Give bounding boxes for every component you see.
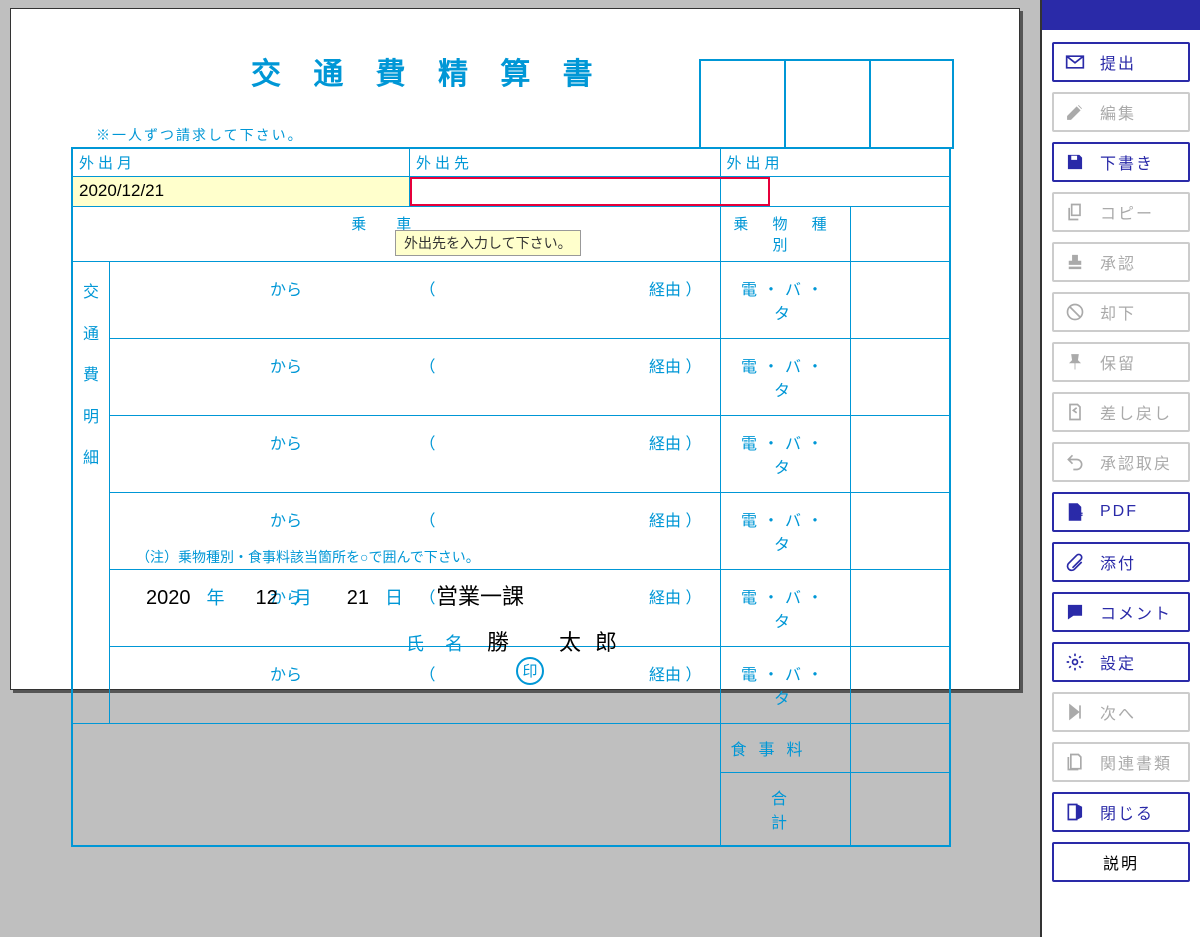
submit-button[interactable]: 提出 — [1052, 42, 1190, 82]
undo-icon — [1064, 451, 1086, 473]
row-veh[interactable]: 電・バ・タ — [720, 262, 850, 339]
cancel-approve-button: 承認取戻 — [1052, 442, 1190, 482]
close-button[interactable]: 閉じる — [1052, 792, 1190, 832]
sendback-button: 差し戻し — [1052, 392, 1190, 432]
next-button: 次へ — [1052, 692, 1190, 732]
stamp-icon — [1064, 251, 1086, 273]
side-header — [1042, 0, 1200, 30]
footer-date: 2020年 12月 21日 営業一課 — [146, 579, 666, 611]
gear-icon — [1064, 651, 1086, 673]
pin-icon — [1064, 351, 1086, 373]
hdr-month: 外出月 — [72, 148, 410, 177]
files-icon — [1064, 751, 1086, 773]
mail-icon — [1064, 51, 1086, 73]
doc-title: 交 通 費 精 算 書 — [251, 49, 605, 93]
destination-input[interactable] — [410, 177, 770, 206]
pencil-icon — [1064, 101, 1086, 123]
help-button[interactable]: 説明 — [1052, 842, 1190, 882]
save-icon — [1064, 151, 1086, 173]
comment-button[interactable]: コメント — [1052, 592, 1190, 632]
seal-mark: 印 — [516, 657, 544, 685]
date-field[interactable]: 2020/12/21 — [72, 177, 410, 207]
settings-button[interactable]: 設定 — [1052, 642, 1190, 682]
row-paren: （ — [410, 262, 446, 339]
dest-cell — [410, 177, 720, 207]
edit-button: 編集 — [1052, 92, 1190, 132]
row-via[interactable]: 経由 ） — [446, 262, 720, 339]
related-button: 関連書類 — [1052, 742, 1190, 782]
row-from[interactable]: から — [110, 262, 410, 339]
validation-tooltip: 外出先を入力して下さい。 — [395, 230, 581, 256]
vertical-label: 交通費明細 — [72, 262, 110, 724]
person-name: 勝 太郎 — [487, 630, 631, 655]
svg-text:PDF: PDF — [1071, 513, 1083, 519]
hold-button: 保留 — [1052, 342, 1190, 382]
hdr-vehicle: 乗 物 種 別 — [720, 207, 850, 262]
meal-label: 食事料 — [720, 724, 850, 773]
hdr-purpose: 外出用 — [720, 148, 950, 177]
side-panel: 提出 編集 下書き コピー 承認 却下 保留 差し戻し 承認取戻 PDFPDF … — [1040, 0, 1200, 937]
clip-icon — [1064, 551, 1086, 573]
hdr-dest: 外出先 — [410, 148, 720, 177]
file-back-icon — [1064, 401, 1086, 423]
attach-button[interactable]: 添付 — [1052, 542, 1190, 582]
reject-button: 却下 — [1052, 292, 1190, 332]
ban-icon — [1064, 301, 1086, 323]
draft-button[interactable]: 下書き — [1052, 142, 1190, 182]
copy-icon — [1064, 201, 1086, 223]
total-label: 合 計 — [720, 773, 850, 847]
door-icon — [1064, 801, 1086, 823]
row-amt[interactable] — [850, 262, 950, 339]
dept-name: 営業一課 — [436, 584, 524, 609]
date-value: 2020/12/21 — [79, 181, 164, 200]
next-icon — [1064, 701, 1086, 723]
pdf-button[interactable]: PDFPDF — [1052, 492, 1190, 532]
stamp-boxes — [699, 59, 954, 149]
row-from[interactable]: から — [110, 416, 410, 493]
hdr-amount — [850, 207, 950, 262]
pdf-icon: PDF — [1064, 501, 1086, 523]
approve-button: 承認 — [1052, 242, 1190, 282]
footer-note: （注）乗物種別・食事料該当箇所を○で囲んで下さい。 — [136, 547, 666, 567]
copy-button: コピー — [1052, 192, 1190, 232]
row-from[interactable]: から — [110, 339, 410, 416]
footer-name-row: 氏 名勝 太郎 印 — [406, 625, 666, 685]
comment-icon — [1064, 601, 1086, 623]
document-window: 交 通 費 精 算 書 ※一人ずつ請求して下さい。 外出月 外出先 外出用 20… — [10, 8, 1020, 690]
